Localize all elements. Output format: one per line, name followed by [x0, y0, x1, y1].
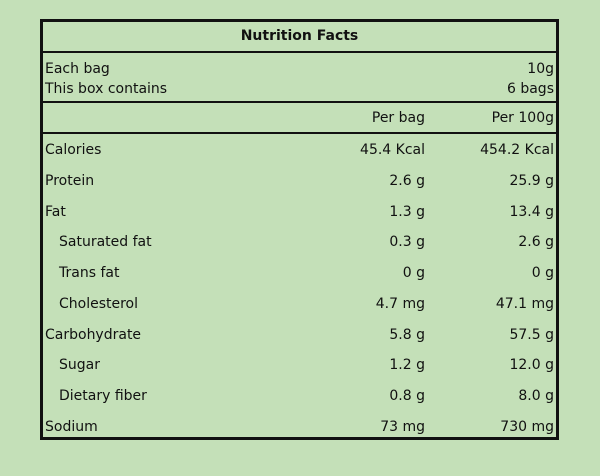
nutrient-per-bag: 4.7 mg	[375, 296, 425, 312]
nutrient-row-sub: Cholesterol 4.7 mg 47.1 mg	[43, 294, 556, 314]
nutrient-per-bag: 73 mg	[380, 419, 425, 435]
box-contains-value: 6 bags	[506, 81, 554, 97]
nutrition-facts-title: Nutrition Facts	[43, 22, 556, 53]
nutrient-name: Trans fat	[59, 265, 120, 281]
nutrient-row: Sodium 73 mg 730 mg	[43, 417, 556, 437]
column-header-per-bag: Per bag	[371, 110, 425, 126]
divider-serving	[43, 101, 556, 103]
nutrient-per-bag: 1.2 g	[389, 357, 425, 373]
column-header-per-100g: Per 100g	[491, 110, 554, 126]
nutrient-row: Calories 45.4 Kcal 454.2 Kcal	[43, 140, 556, 160]
nutrient-per-100g: 454.2 Kcal	[480, 142, 554, 158]
nutrient-name: Sugar	[59, 357, 100, 373]
nutrient-name: Dietary fiber	[59, 388, 147, 404]
nutrient-per-100g: 25.9 g	[509, 173, 554, 189]
nutrient-per-100g: 2.6 g	[518, 234, 554, 250]
nutrient-per-bag: 45.4 Kcal	[360, 142, 425, 158]
nutrient-per-100g: 8.0 g	[518, 388, 554, 404]
nutrient-name: Fat	[45, 204, 66, 220]
each-bag-label: Each bag	[45, 61, 110, 77]
nutrient-row: Fat 1.3 g 13.4 g	[43, 202, 556, 222]
box-contains-label: This box contains	[45, 81, 168, 97]
each-bag-value: 10g	[527, 61, 554, 77]
nutrient-row-sub: Dietary fiber 0.8 g 8.0 g	[43, 386, 556, 406]
nutrient-name: Carbohydrate	[45, 327, 142, 343]
nutrient-per-bag: 1.3 g	[389, 204, 425, 220]
nutrient-name: Sodium	[45, 419, 98, 435]
nutrient-name: Calories	[45, 142, 102, 158]
nutrient-row-sub: Sugar 1.2 g 12.0 g	[43, 355, 556, 375]
column-header-row: Per bag Per 100g	[43, 108, 556, 128]
nutrient-per-100g: 57.5 g	[509, 327, 554, 343]
divider-header	[43, 132, 556, 134]
nutrient-per-100g: 0 g	[531, 265, 554, 281]
nutrient-per-100g: 12.0 g	[509, 357, 554, 373]
nutrient-per-bag: 2.6 g	[389, 173, 425, 189]
nutrient-name: Protein	[45, 173, 95, 189]
nutrient-row-sub: Trans fat 0 g 0 g	[43, 263, 556, 283]
nutrient-per-100g: 47.1 mg	[495, 296, 554, 312]
nutrient-row-sub: Saturated fat 0.3 g 2.6 g	[43, 232, 556, 252]
nutrient-per-bag: 0.8 g	[389, 388, 425, 404]
serving-box-row: This box contains 6 bags	[43, 79, 556, 99]
nutrient-per-100g: 730 mg	[500, 419, 554, 435]
nutrient-per-bag: 0 g	[402, 265, 425, 281]
nutrient-row: Protein 2.6 g 25.9 g	[43, 171, 556, 191]
nutrient-name: Saturated fat	[59, 234, 152, 250]
nutrient-name: Cholesterol	[59, 296, 139, 312]
serving-each-bag-row: Each bag 10g	[43, 59, 556, 79]
nutrient-per-bag: 5.8 g	[389, 327, 425, 343]
nutrition-facts-panel: Nutrition Facts Each bag 10g This box co…	[40, 19, 559, 440]
nutrient-row: Carbohydrate 5.8 g 57.5 g	[43, 325, 556, 345]
nutrient-per-bag: 0.3 g	[389, 234, 425, 250]
nutrient-per-100g: 13.4 g	[509, 204, 554, 220]
